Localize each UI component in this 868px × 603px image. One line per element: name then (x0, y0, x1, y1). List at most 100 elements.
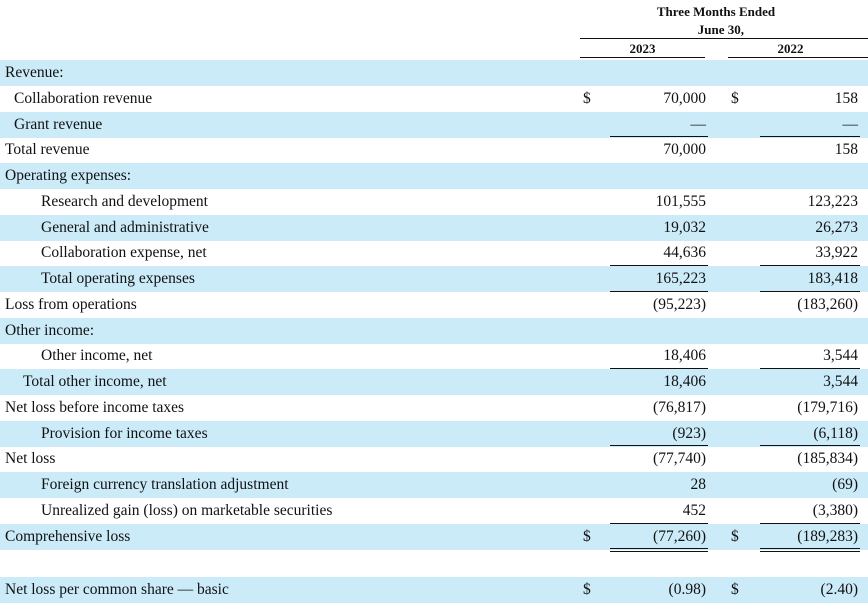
header-title: Three Months Ended (656, 4, 776, 19)
table-row: Other income: (0, 317, 868, 344)
underline (760, 551, 860, 553)
underline (760, 522, 860, 524)
table-row: Loss from operations (95,223) (183,260) (0, 292, 868, 318)
cell-value: (923) (672, 424, 706, 442)
cell-value: 19,032 (663, 218, 706, 236)
underline (610, 265, 708, 266)
table-row: Total revenue 70,000 158 (0, 137, 868, 163)
table-row: Provision for income taxes (923) (6,118) (0, 420, 868, 447)
underline (760, 136, 860, 138)
cell-value: (76,817) (653, 398, 706, 416)
cell-value: (95,223) (653, 295, 706, 313)
underline (610, 548, 708, 550)
row-label: Collaboration expense, net (41, 244, 207, 262)
cell-value: 3,544 (823, 347, 858, 365)
cell-value: (2.40) (820, 581, 858, 598)
cell-value: 165,223 (655, 270, 706, 287)
row-label: Net loss (5, 450, 56, 468)
underline (760, 290, 860, 292)
table-row: Collaboration expense, net 44,636 33,922 (0, 240, 868, 266)
underline (610, 368, 708, 369)
cell-value: (179,716) (797, 398, 858, 416)
table-row: Comprehensive loss $ (77,260) $ (189,283) (0, 523, 868, 550)
header-rule (580, 38, 868, 39)
currency-symbol: $ (583, 527, 591, 545)
cell-value: 158 (834, 89, 858, 107)
cell-value: (3,380) (812, 501, 858, 519)
underline (610, 522, 708, 524)
row-label: Loss from operations (5, 295, 137, 313)
cell-value: 158 (834, 141, 858, 159)
cell-value: — (842, 115, 859, 133)
column-header: 2022 (777, 41, 804, 56)
table-row: Total operating expenses 165,223 183,418 (0, 266, 868, 292)
currency-symbol: $ (583, 581, 591, 598)
cell-value: 28 (690, 476, 707, 493)
currency-symbol: $ (731, 527, 739, 545)
column-rule (728, 57, 868, 58)
table-row: Net loss before income taxes (76,817) (179… (0, 395, 868, 421)
cell-value: 44,636 (663, 244, 706, 262)
row-label: Total operating expenses (41, 270, 195, 287)
table-row: Unrealized gain (loss) on marketable sec… (0, 498, 868, 524)
row-label: Net loss before income taxes (5, 398, 185, 416)
row-label: Total revenue (5, 141, 90, 159)
underline (760, 368, 860, 369)
row-label: Collaboration revenue (14, 89, 153, 107)
cell-value: 3,544 (823, 373, 858, 390)
cell-value: — (690, 115, 707, 133)
cell-value: (6,118) (813, 424, 858, 442)
table-row: Other income, net 18,406 3,544 (0, 343, 868, 369)
cell-value: 183,418 (807, 270, 858, 287)
column-header: 2023 (629, 41, 656, 56)
cell-value: 452 (682, 501, 706, 519)
row-label: Grant revenue (14, 115, 103, 133)
row-label: Operating expenses: (5, 167, 132, 184)
table-row: Grant revenue — — (0, 111, 868, 138)
cell-value: 18,406 (663, 373, 706, 390)
table-row: Net loss (77,740) (185,834) (0, 446, 868, 472)
currency-symbol: $ (731, 581, 739, 598)
row-label: Unrealized gain (loss) on marketable sec… (41, 501, 333, 519)
header-subtitle-text: June 30, (697, 22, 744, 37)
table-row: Operating expenses: (0, 163, 868, 189)
cell-value: 70,000 (663, 141, 706, 159)
cell-value: (183,260) (797, 295, 858, 313)
underline (760, 548, 860, 550)
row-label: General and administrative (41, 218, 209, 236)
row-label: Other income, net (41, 347, 153, 365)
underline (610, 551, 708, 553)
cell-value: 123,223 (807, 192, 858, 210)
cell-value: 101,555 (655, 192, 706, 210)
underline (760, 265, 860, 266)
row-label: Other income: (5, 321, 95, 339)
table-row: Net loss per common share — basic $ (0.98)… (0, 577, 868, 603)
row-label: Total other income, net (23, 373, 167, 390)
row-label: Net loss per common share — basic (5, 581, 229, 598)
table-row: General and administrative 19,032 26,273 (0, 214, 868, 241)
underline (760, 445, 860, 447)
row-label: Revenue: (5, 64, 64, 81)
table-row: Foreign currency translation adjustment 2… (0, 472, 868, 498)
row-label: Research and development (41, 192, 208, 210)
column-rule (580, 57, 705, 58)
cell-value: 33,922 (815, 244, 858, 262)
row-label: Provision for income taxes (41, 424, 208, 442)
cell-value: (185,834) (797, 450, 858, 468)
cell-value: (0.98) (668, 581, 706, 598)
row-label: Foreign currency translation adjustment (41, 476, 289, 493)
cell-value: 18,406 (663, 347, 706, 365)
cell-value: (189,283) (797, 527, 858, 545)
currency-symbol: $ (583, 89, 591, 107)
cell-value: 70,000 (663, 89, 706, 107)
table-row: Total other income, net 18,406 3,544 (0, 369, 868, 395)
cell-value: (69) (832, 476, 858, 493)
underline (610, 290, 708, 292)
table-row: Collaboration revenue $70,000 $158 (0, 86, 868, 112)
underline (610, 445, 708, 447)
cell-value: (77,260) (653, 527, 706, 545)
table-row: Revenue: (0, 60, 868, 86)
table-row: Research and development 101,555 123,223 (0, 189, 868, 215)
underline (610, 136, 708, 138)
